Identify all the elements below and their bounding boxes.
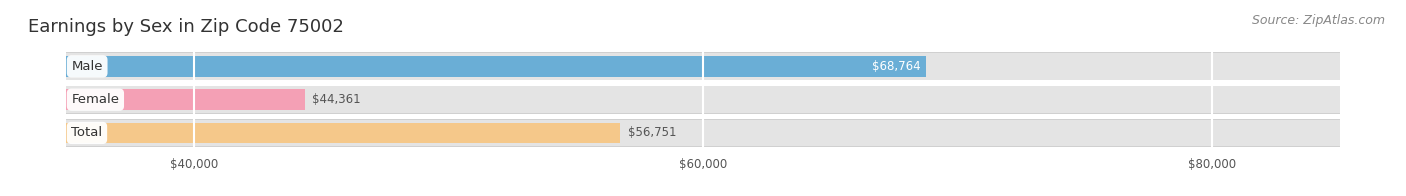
Text: Earnings by Sex in Zip Code 75002: Earnings by Sex in Zip Code 75002 — [28, 18, 344, 36]
Bar — [66, 53, 1340, 80]
Text: Source: ZipAtlas.com: Source: ZipAtlas.com — [1251, 14, 1385, 27]
Bar — [66, 120, 1340, 146]
Bar — [66, 56, 927, 77]
Bar — [66, 86, 1340, 114]
Bar — [66, 119, 1340, 147]
Text: $56,751: $56,751 — [628, 126, 676, 139]
Bar — [66, 89, 305, 110]
Bar — [66, 53, 1340, 80]
Text: Total: Total — [72, 126, 103, 139]
Bar — [66, 86, 1340, 113]
Bar — [66, 123, 620, 143]
Text: $68,764: $68,764 — [873, 60, 921, 73]
Text: Male: Male — [72, 60, 103, 73]
Text: Female: Female — [72, 93, 120, 106]
Text: $44,361: $44,361 — [312, 93, 361, 106]
